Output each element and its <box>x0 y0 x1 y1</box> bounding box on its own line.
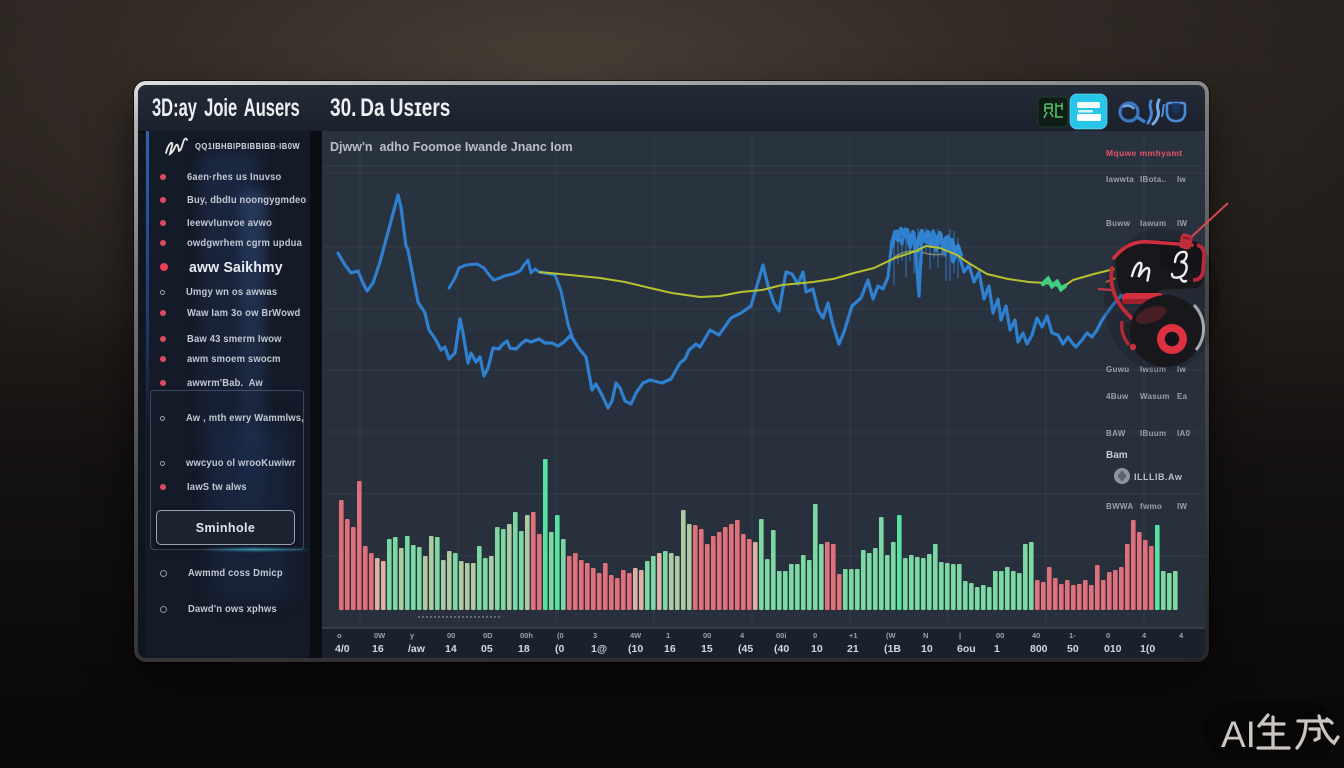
svg-text:N: N <box>923 631 928 640</box>
svg-text:4: 4 <box>1142 631 1147 640</box>
svg-text:+1: +1 <box>849 631 858 640</box>
svg-text:Iwsum: Iwsum <box>1140 365 1166 374</box>
svg-text:(45: (45 <box>738 643 753 655</box>
svg-text:4: 4 <box>1179 631 1184 640</box>
svg-text:4/0: 4/0 <box>335 643 350 655</box>
svg-text:15: 15 <box>701 643 713 655</box>
svg-text:16: 16 <box>372 643 384 655</box>
svg-text:Iw: Iw <box>1177 175 1187 184</box>
svg-text:4W: 4W <box>630 631 642 640</box>
svg-text:Djww'n adho Foomoe Iwande Jna: Djww'n adho Foomoe Iwande Jnanc Iom <box>330 140 573 154</box>
svg-text:Bam: Bam <box>1106 450 1128 461</box>
svg-text:AI: AI <box>1221 714 1256 755</box>
svg-text:00i: 00i <box>776 631 786 640</box>
svg-text:y: y <box>410 631 415 640</box>
svg-text:(40: (40 <box>774 643 789 655</box>
svg-text:1-: 1- <box>1069 631 1076 640</box>
svg-text:05: 05 <box>481 643 493 655</box>
svg-text:|: | <box>959 631 961 640</box>
svg-text:Iawwta: Iawwta <box>1106 175 1134 184</box>
svg-text:(W: (W <box>886 631 896 640</box>
svg-text:800: 800 <box>1030 643 1048 655</box>
svg-text:0: 0 <box>1106 631 1110 640</box>
svg-text:(1B: (1B <box>884 643 901 655</box>
svg-text:00: 00 <box>447 631 455 640</box>
svg-text:IW: IW <box>1177 219 1188 228</box>
svg-text:1: 1 <box>666 631 670 640</box>
svg-text:IBota..: IBota.. <box>1140 175 1167 184</box>
svg-text:Mquwe mmhyamt: Mquwe mmhyamt <box>1106 148 1183 158</box>
svg-text:1(0: 1(0 <box>1140 643 1155 655</box>
svg-text:21: 21 <box>847 643 859 655</box>
svg-text:Iw: Iw <box>1177 365 1187 374</box>
svg-text:00: 00 <box>996 631 1004 640</box>
svg-text:BAW: BAW <box>1106 429 1126 438</box>
svg-text:00: 00 <box>703 631 711 640</box>
svg-text:18: 18 <box>518 643 530 655</box>
svg-text:(0: (0 <box>557 631 564 640</box>
svg-text:/aw: /aw <box>408 643 426 655</box>
svg-text:0W: 0W <box>374 631 386 640</box>
svg-text:6ou: 6ou <box>957 643 976 655</box>
svg-text:3: 3 <box>593 631 597 640</box>
svg-text:14: 14 <box>445 643 457 655</box>
svg-text:Iawum: Iawum <box>1140 219 1166 228</box>
svg-text:Guwu: Guwu <box>1106 365 1129 374</box>
svg-text:4: 4 <box>740 631 745 640</box>
svg-text:(0: (0 <box>555 643 564 655</box>
svg-text:Wasum: Wasum <box>1140 392 1170 401</box>
svg-text:010: 010 <box>1104 643 1122 655</box>
svg-text:1: 1 <box>994 643 1000 655</box>
svg-text:IA0: IA0 <box>1177 429 1191 438</box>
svg-text:fwmo: fwmo <box>1140 502 1162 511</box>
svg-text:BWWA: BWWA <box>1106 502 1133 511</box>
svg-text:1@: 1@ <box>591 643 607 655</box>
svg-text:(10: (10 <box>628 643 643 655</box>
svg-text:16: 16 <box>664 643 676 655</box>
svg-text:0D: 0D <box>483 631 493 640</box>
svg-text:o: o <box>337 631 342 640</box>
svg-text:00h: 00h <box>520 631 533 640</box>
svg-text:ILLLIB.Aw: ILLLIB.Aw <box>1134 472 1183 482</box>
svg-text:4Buw: 4Buw <box>1106 392 1129 401</box>
svg-text:0: 0 <box>813 631 817 640</box>
svg-text:IBuum: IBuum <box>1140 429 1166 438</box>
svg-text:50: 50 <box>1067 643 1079 655</box>
svg-text:Ea: Ea <box>1177 392 1188 401</box>
svg-text:10: 10 <box>811 643 823 655</box>
svg-text:IW: IW <box>1177 502 1188 511</box>
svg-text:40: 40 <box>1032 631 1040 640</box>
svg-text:Buww: Buww <box>1106 219 1131 228</box>
svg-text:10: 10 <box>921 643 933 655</box>
